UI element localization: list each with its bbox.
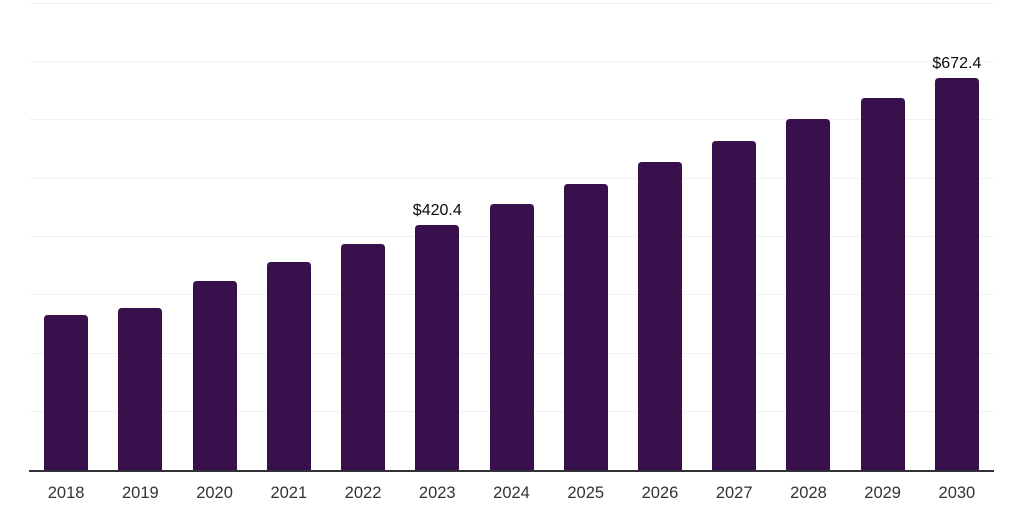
x-tick-label-2030: 2030	[938, 484, 976, 502]
bar-2026[interactable]	[637, 162, 682, 470]
bar-2020[interactable]	[192, 280, 237, 470]
bar-2024[interactable]	[489, 204, 534, 470]
bar-2018[interactable]	[44, 315, 89, 470]
x-tick-label-2025: 2025	[567, 484, 605, 502]
x-tick-label-2022: 2022	[344, 484, 382, 502]
x-tick-label-2023: 2023	[418, 484, 456, 502]
bar-2025[interactable]	[563, 183, 608, 470]
bar-2019[interactable]	[118, 307, 163, 470]
x-tick-label-2024: 2024	[493, 484, 530, 502]
value-label-2023: $420.4	[412, 201, 462, 219]
x-tick-label-2018: 2018	[47, 484, 85, 502]
gridline	[29, 119, 994, 121]
bar-2029[interactable]	[860, 98, 905, 470]
bar-2028[interactable]	[786, 119, 831, 470]
gridline	[29, 2, 994, 4]
bar-2030[interactable]	[934, 77, 979, 470]
x-tick-label-2027: 2027	[715, 484, 753, 502]
x-tick-label-2029: 2029	[864, 484, 901, 502]
value-label-2030: $672.4	[932, 54, 982, 72]
bar-2022[interactable]	[341, 244, 386, 470]
bar-2027[interactable]	[712, 141, 757, 470]
bar-2021[interactable]	[266, 261, 311, 470]
x-axis: 2018 2019 2020 2021 2022 2023 2024 2025 2026 2027…	[29, 483, 994, 505]
gridline	[29, 60, 994, 62]
plot-area: $420.4 $672.4	[29, 2, 994, 472]
bar-2023[interactable]	[415, 224, 460, 470]
x-tick-label-2026: 2026	[641, 484, 679, 502]
x-tick-label-2021: 2021	[270, 484, 308, 502]
x-axis-line	[29, 470, 994, 472]
gridline	[29, 177, 994, 179]
x-tick-label-2019: 2019	[121, 484, 159, 502]
x-tick-label-2028: 2028	[790, 484, 827, 502]
x-tick-label-2020: 2020	[196, 484, 233, 502]
